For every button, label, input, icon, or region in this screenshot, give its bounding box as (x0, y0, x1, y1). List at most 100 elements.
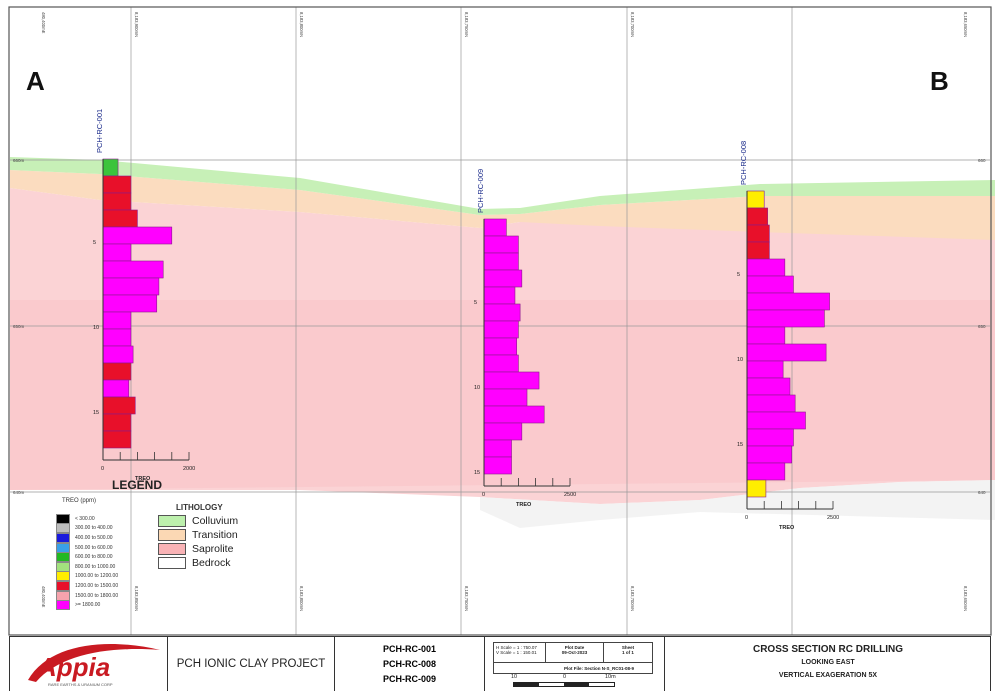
scale-tick-left: 10 (511, 674, 518, 680)
treo-interval-bar (483, 337, 517, 356)
legend-label: Transition (192, 529, 238, 541)
treo-axis-zero: 0 (482, 492, 485, 498)
legend-swatch (56, 561, 70, 572)
elevation-label-left: 640m (13, 490, 25, 495)
legend-label: 400.00 to 500.00 (75, 534, 113, 541)
legend-swatch (56, 513, 70, 524)
treo-interval-bar (746, 360, 784, 379)
hole-list-item: PCH-RC-001 (382, 644, 436, 654)
drill-hole: 0 2000 TREO 5 10 15 PCH-RC-001 (93, 109, 195, 482)
treo-legend-list: < 300.00 300.00 to 400.00 400.00 to 500.00… (56, 513, 119, 611)
legend-label: 600.00 to 800.00 (75, 554, 113, 561)
title-block (9, 636, 991, 691)
treo-interval-bar (483, 252, 519, 271)
treo-interval-bar (746, 411, 806, 430)
legend-label: Saprolite (192, 543, 234, 555)
elevation-label-right: 660 (978, 158, 986, 163)
easting-label-top: 480,400mE (41, 12, 46, 34)
project-cell: PCH IONIC CLAY PROJECT (168, 636, 335, 691)
treo-interval-bar (746, 377, 791, 396)
treo-interval-bar (483, 303, 521, 322)
lithology-legend-item: Transition (158, 528, 238, 542)
treo-axis-zero: 0 (745, 515, 748, 521)
treo-interval-bar (102, 294, 158, 313)
treo-legend-item: 300.00 to 400.00 (56, 523, 118, 534)
treo-interval-bar (102, 226, 173, 245)
legend-swatch (56, 600, 70, 611)
easting-label-top: 8,183,650mN (963, 12, 968, 37)
hole-list-item: PCH-RC-009 (382, 674, 436, 684)
treo-interval-bar (102, 209, 138, 228)
legend-label: 1500.00 to 1800.00 (75, 592, 119, 599)
project-name: PCH IONIC CLAY PROJECT (176, 657, 326, 670)
lithology-legend-item: Bedrock (158, 556, 238, 570)
easting-label-bottom: 480,400mE (41, 586, 46, 608)
drill-holes: 0 2000 TREO 5 10 15 PCH-RC-001 0 2500 TREO 5 10 15 PC… (93, 109, 839, 531)
treo-interval-bar (102, 362, 132, 381)
treo-interval-bar (483, 269, 523, 288)
drill-hole: 0 2500 TREO 5 10 15 PCH-RC-008 (737, 141, 839, 531)
depth-tick-label: 15 (737, 442, 743, 448)
easting-label-bottom: 8,183,700mN (630, 586, 635, 611)
section-frame (8, 6, 992, 636)
sheet-label: Sheet (621, 645, 635, 650)
treo-interval-bar (483, 320, 519, 339)
treo-interval-bar (746, 428, 794, 447)
treo-interval-bar (746, 224, 770, 243)
legend-label: Colluvium (192, 515, 239, 527)
sheet-value: 1 of 1 (622, 650, 634, 655)
treo-interval-bar (746, 326, 786, 345)
plot-info-box: H Scale = 1 : 750.07 V Scale = 1 : 150.0… (493, 642, 653, 674)
hole-id-label: PCH-RC-009 (476, 169, 485, 213)
legend-swatch (56, 571, 70, 582)
logo-text: Appia (37, 652, 110, 682)
easting-label-bottom: 8,183,650mN (963, 586, 968, 611)
logo-subtext: RARE EARTHS & URANIUM CORP (48, 682, 113, 687)
drawing-subtitle-exag: VERTICAL EXAGERATION 5X (778, 672, 878, 679)
elevation-label-right: 650 (978, 324, 986, 329)
treo-interval-bar (483, 286, 516, 305)
legend-label: 300.00 to 400.00 (75, 525, 113, 532)
legend-swatch (158, 557, 186, 569)
treo-interval-bar (746, 207, 768, 226)
treo-interval-bar (102, 158, 119, 177)
legend-swatch (56, 580, 70, 591)
treo-interval-bar (102, 345, 134, 364)
treo-axis-label: TREO (135, 476, 151, 482)
treo-legend-item: < 300.00 (56, 513, 118, 524)
depth-tick-label: 10 (93, 325, 99, 331)
scale-bar-graphic (513, 682, 615, 687)
treo-legend-item: 600.00 to 800.00 (56, 552, 118, 563)
treo-interval-bar (483, 371, 540, 390)
depth-tick-label: 5 (474, 300, 477, 306)
treo-interval-bar (102, 243, 132, 262)
section-label-a: A (26, 66, 45, 96)
plot-date-box: Plot Date 09-Oct-2023 (546, 643, 604, 662)
treo-legend-item: 1500.00 to 1800.00 (56, 590, 119, 601)
depth-tick-label: 15 (474, 470, 480, 476)
treo-interval-bar (746, 394, 796, 413)
treo-axis-label: TREO (779, 525, 795, 531)
legend-swatch (56, 523, 70, 534)
lithology-legend-list: Colluvium Transition Saprolite Bedrock (158, 514, 238, 570)
easting-label-top: 8,183,800mN (299, 12, 304, 37)
treo-legend-item: 800.00 to 1000.00 (56, 561, 118, 572)
legend-label: 500.00 to 600.00 (75, 544, 113, 551)
treo-interval-bar (483, 235, 519, 254)
scale-bar: 10 0 10m (505, 674, 625, 690)
treo-axis-label: TREO (516, 502, 532, 508)
hole-id-label: PCH-RC-008 (739, 141, 748, 185)
scale-box: H Scale = 1 : 750.07 V Scale = 1 : 150.0… (494, 643, 546, 662)
treo-axis-zero: 0 (101, 466, 104, 472)
treo-interval-bar (746, 343, 827, 362)
elevation-label-left: 660m (13, 158, 25, 163)
treo-interval-bar (102, 192, 132, 211)
treo-interval-bar (102, 328, 132, 347)
treo-interval-bar (483, 388, 528, 407)
depth-tick-label: 5 (93, 240, 96, 246)
plot-date-label: Plot Date (564, 645, 585, 650)
sheet-box: Sheet 1 of 1 (604, 643, 652, 662)
depth-tick-label: 5 (737, 272, 740, 278)
legend-swatch (56, 532, 70, 543)
legend-label: 1200.00 to 1500.00 (75, 582, 119, 589)
